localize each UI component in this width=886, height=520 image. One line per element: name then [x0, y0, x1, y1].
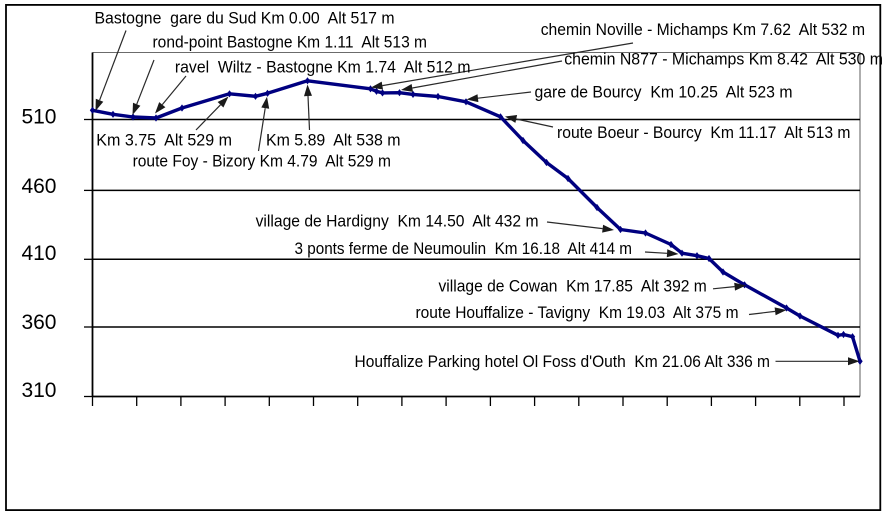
svg-text:rond-point Bastogne Km 1.11 A: rond-point Bastogne Km 1.11 Alt 513 m — [153, 32, 428, 51]
svg-text:route Boeur - Bourcy Km 11.17: route Boeur - Bourcy Km 11.17 Alt 513 m — [557, 123, 851, 142]
svg-text:Bastogne gare du Sud Km 0.00: Bastogne gare du Sud Km 0.00 Alt 517 m — [95, 8, 395, 27]
svg-text:310: 310 — [21, 379, 56, 402]
svg-text:410: 410 — [21, 242, 56, 265]
svg-text:route Houffalize - Tavigny Km: route Houffalize - Tavigny Km 19.03 Alt … — [416, 303, 739, 322]
svg-text:village de Cowan Km 17.85 Al: village de Cowan Km 17.85 Alt 392 m — [439, 277, 707, 296]
svg-text:3 ponts ferme de Neumoulin Km: 3 ponts ferme de Neumoulin Km 16.18 Alt … — [295, 239, 633, 258]
svg-text:route Foy - Bizory Km 4.79 Al: route Foy - Bizory Km 4.79 Alt 529 m — [133, 152, 391, 171]
svg-text:gare de Bourcy Km 10.25 Alt: gare de Bourcy Km 10.25 Alt 523 m — [535, 83, 793, 102]
svg-text:360: 360 — [21, 311, 56, 334]
svg-text:Km 5.89 Alt 538 m: Km 5.89 Alt 538 m — [266, 131, 401, 150]
svg-text:chemin N877 - Michamps Km 8.42: chemin N877 - Michamps Km 8.42 Alt 530 m — [564, 50, 883, 69]
svg-text:chemin Noville - Michamps Km 7: chemin Noville - Michamps Km 7.62 Alt 53… — [541, 20, 865, 39]
svg-text:ravel Wiltz - Bastogne Km 1.7: ravel Wiltz - Bastogne Km 1.74 Alt 512 m — [175, 58, 471, 77]
svg-text:village de Hardigny Km 14.50: village de Hardigny Km 14.50 Alt 432 m — [256, 212, 539, 231]
svg-text:510: 510 — [21, 105, 56, 128]
svg-text:460: 460 — [21, 175, 56, 198]
svg-text:Km 3.75 Alt 529 m: Km 3.75 Alt 529 m — [96, 131, 232, 150]
svg-text:Houffalize Parking hotel Ol Fo: Houffalize Parking hotel Ol Foss d'Outh … — [355, 352, 771, 371]
